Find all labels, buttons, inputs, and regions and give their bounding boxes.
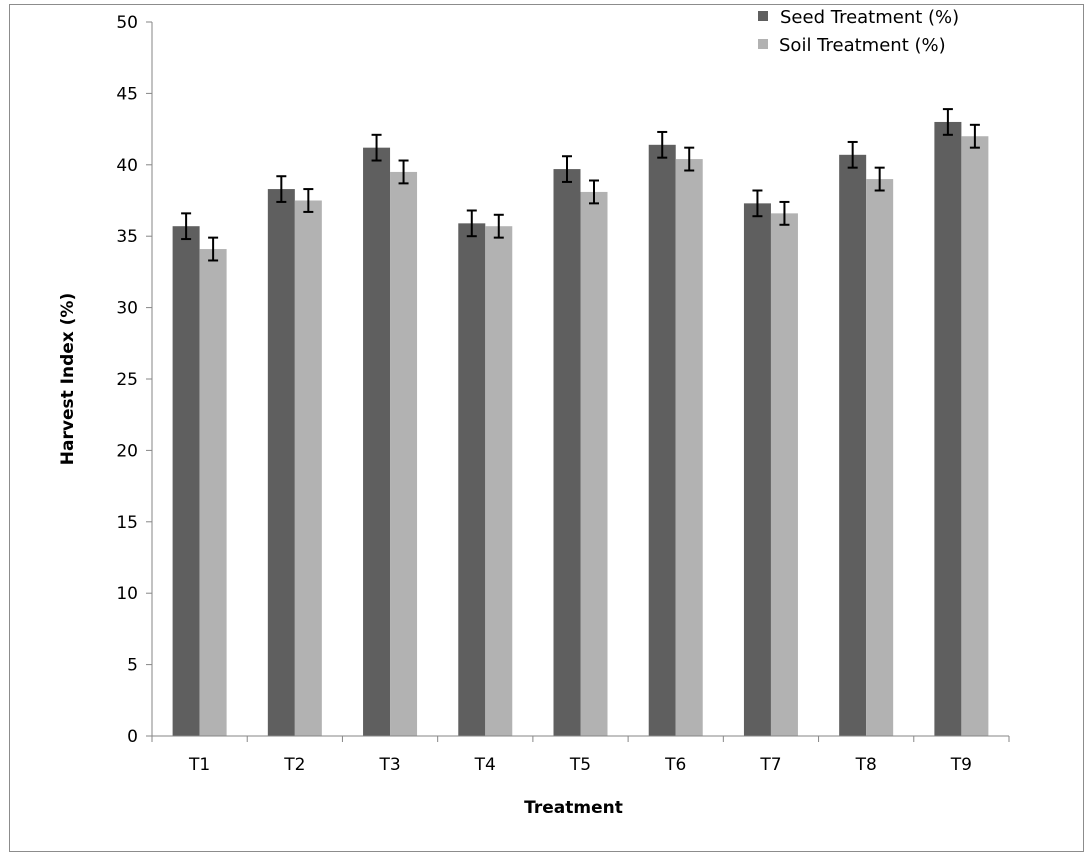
error-bar	[493, 213, 504, 239]
x-tick-label: T1	[188, 755, 210, 775]
error-bar	[847, 140, 858, 169]
error-bar	[303, 188, 314, 213]
x-tick-label: T5	[569, 755, 591, 775]
error-bars	[181, 108, 980, 262]
error-bar	[398, 159, 409, 185]
error-bar	[942, 108, 953, 136]
bars	[172, 121, 989, 737]
x-tick-label: T7	[759, 755, 781, 775]
bar-soil	[390, 171, 418, 736]
legend: Seed Treatment (%) Soil Treatment (%)	[758, 7, 959, 56]
y-tick-label: 45	[116, 84, 138, 104]
y-tick-label: 50	[116, 13, 138, 33]
y-axis-title: Harvest Index (%)	[58, 293, 78, 465]
bar-soil	[294, 200, 322, 736]
x-tick-label: T4	[474, 755, 496, 775]
bar-seed	[172, 226, 200, 737]
bar-seed	[458, 223, 486, 736]
x-tick-label: T9	[950, 755, 972, 775]
y-axis-ticks: 0 5 10 15 20 25 30 35 40 45 50	[116, 13, 152, 747]
y-tick-label: 30	[116, 299, 138, 319]
bar-seed	[934, 121, 962, 736]
bar-soil	[580, 191, 608, 736]
error-bar	[657, 130, 668, 159]
error-bar	[779, 200, 790, 226]
bar-seed	[553, 169, 581, 737]
error-bar	[589, 179, 599, 205]
error-bar	[466, 209, 477, 238]
legend-label-seed: Seed Treatment (%)	[780, 7, 959, 28]
error-bar	[181, 212, 192, 241]
x-axis-ticks: T1 T2 T3 T4 T5 T6 T7 T8 T9	[151, 736, 1010, 775]
bar-seed	[839, 154, 867, 736]
bar-seed	[743, 203, 771, 736]
y-tick-label: 25	[116, 370, 138, 390]
y-tick-label: 10	[116, 584, 138, 604]
error-bar	[969, 123, 980, 149]
y-tick-label: 0	[127, 727, 138, 747]
x-tick-label: T6	[664, 755, 686, 775]
error-bar	[684, 146, 695, 172]
bar-seed	[648, 144, 676, 737]
x-tick-label: T2	[283, 755, 305, 775]
bar-soil	[199, 249, 227, 736]
error-bar	[562, 155, 572, 183]
error-bar	[874, 166, 885, 192]
bar-soil	[770, 213, 798, 737]
x-axis-title: Treatment	[524, 798, 623, 818]
y-tick-label: 35	[116, 227, 138, 247]
legend-label-soil: Soil Treatment (%)	[779, 35, 946, 56]
bar-soil	[485, 226, 513, 737]
y-tick-label: 20	[116, 441, 138, 461]
error-bar	[371, 133, 382, 162]
error-bar	[208, 236, 219, 262]
bar-seed	[267, 189, 295, 737]
bar-seed	[363, 147, 391, 736]
x-tick-label: T3	[378, 755, 400, 775]
legend-swatch-seed	[758, 11, 768, 21]
y-tick-label: 15	[116, 513, 138, 533]
error-bar	[276, 175, 287, 203]
bar-soil	[961, 136, 989, 737]
bar-soil	[675, 159, 703, 736]
x-tick-label: T8	[855, 755, 877, 775]
y-tick-label: 5	[127, 656, 138, 676]
legend-swatch-soil	[758, 39, 768, 49]
bar-soil	[866, 179, 894, 736]
y-tick-label: 40	[116, 156, 138, 176]
error-bar	[752, 189, 763, 218]
